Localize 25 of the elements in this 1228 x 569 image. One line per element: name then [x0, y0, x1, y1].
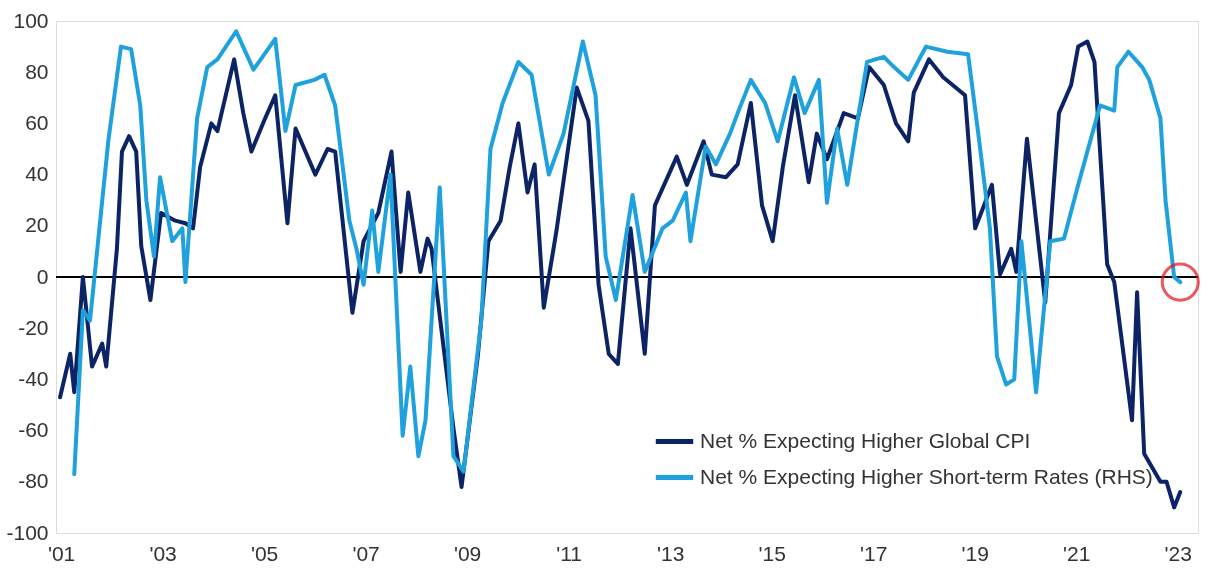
x-tick-label: '13 — [656, 541, 685, 565]
x-tick-label: '15 — [758, 541, 786, 565]
y-tick-label: 40 — [25, 162, 49, 186]
x-tick-label: '17 — [859, 541, 888, 565]
legend-label: Net % Expecting Higher Short-term Rates (RHS) — [700, 464, 1153, 488]
x-tick-label: '07 — [352, 541, 380, 565]
y-tick-label: 60 — [25, 110, 49, 134]
legend-label: Net % Expecting Higher Global CPI — [700, 428, 1031, 452]
y-tick-label: 20 — [25, 213, 49, 237]
y-tick-label: -100 — [6, 520, 49, 544]
x-tick-label: '11 — [556, 541, 583, 565]
y-tick-label: 0 — [36, 264, 49, 288]
x-tick-label: '23 — [1164, 541, 1192, 565]
x-tick-label: '09 — [453, 541, 482, 565]
y-tick-label: 80 — [25, 59, 49, 83]
y-tick-label: -20 — [18, 315, 49, 339]
y-tick-label: -40 — [18, 366, 49, 390]
x-tick-label: '01 — [47, 541, 76, 565]
x-tick-label: '05 — [250, 541, 279, 565]
x-tick-label: '03 — [149, 541, 177, 565]
y-tick-label: 100 — [13, 8, 49, 32]
y-tick-label: -80 — [18, 469, 49, 493]
x-tick-label: '21 — [1063, 541, 1091, 565]
x-tick-label: '19 — [961, 541, 989, 565]
y-tick-label: -60 — [18, 418, 49, 442]
